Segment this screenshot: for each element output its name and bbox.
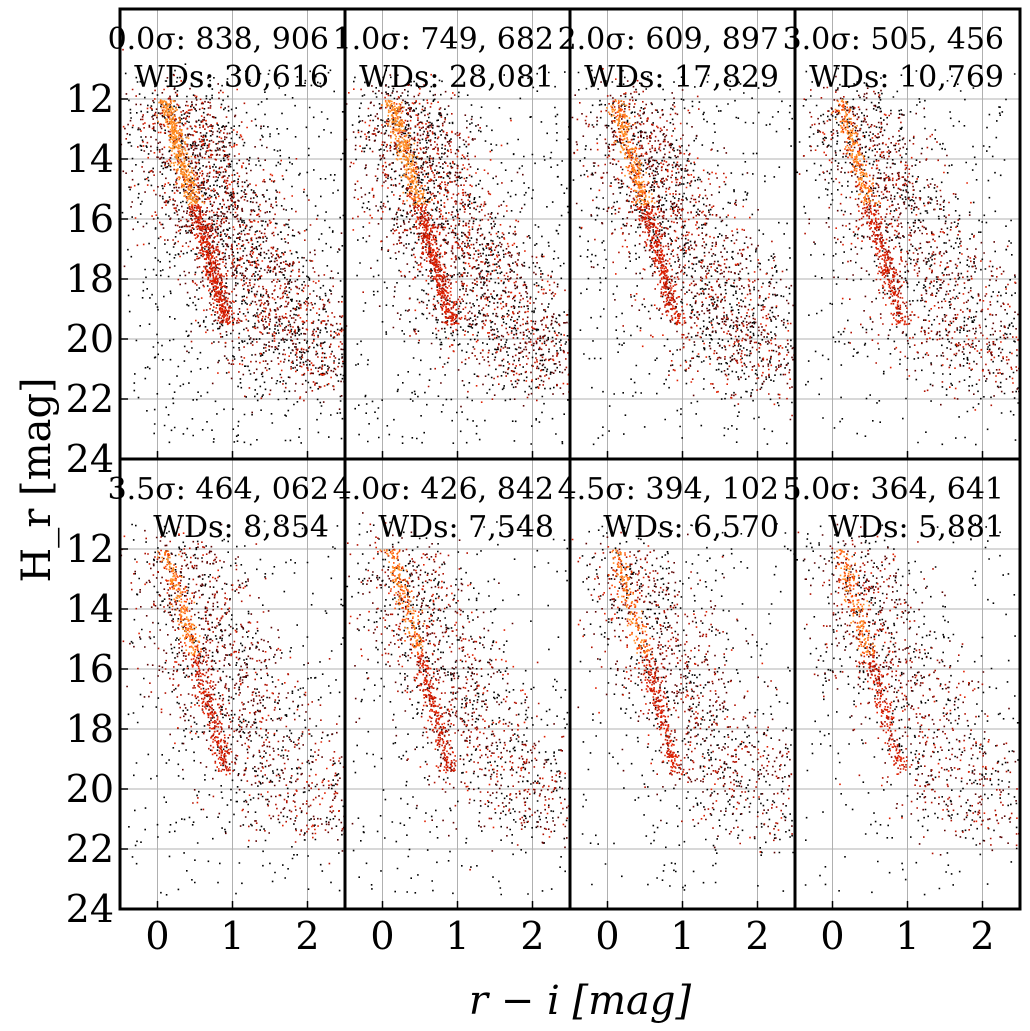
y-tick-label: 16 [66, 197, 114, 241]
density-points [120, 48, 345, 446]
density-level-1 [802, 75, 1020, 406]
y-tick-label: 12 [66, 77, 114, 121]
x-tick-label: 0 [595, 914, 619, 958]
x-tick-label: 0 [370, 914, 394, 958]
density-level-2 [797, 526, 1020, 855]
y-tick-label: 16 [66, 647, 114, 691]
density-level-0 [346, 521, 570, 896]
density-level-1 [348, 512, 570, 852]
panel-label-threshold: 3.0σ: 505, 456 [783, 22, 1004, 57]
density-level-5 [379, 549, 425, 649]
grid-lines [345, 9, 570, 460]
density-level-5 [611, 549, 649, 656]
panel-label-threshold: 4.0σ: 426, 842 [333, 472, 554, 507]
x-tick-label: 0 [145, 914, 169, 958]
density-level-5 [831, 99, 880, 206]
y-tick-label: 18 [66, 257, 114, 301]
y-tick-label: 14 [66, 587, 114, 631]
density-points [120, 520, 345, 896]
panel-label-threshold: 5.0σ: 364, 641 [783, 472, 1004, 507]
density-level-5 [157, 550, 201, 656]
panel-label-threshold: 3.5σ: 464, 062 [108, 472, 329, 507]
y-tick-label: 12 [66, 527, 114, 571]
density-points [795, 66, 1020, 446]
y-tick-label: 22 [66, 377, 114, 421]
grid-lines [345, 459, 570, 910]
panel-label-wd-count: WDs: 5,881 [828, 510, 1004, 545]
x-tick-label: 1 [220, 914, 244, 958]
panel-label-threshold: 1.0σ: 749, 682 [333, 22, 554, 57]
density-level-0 [796, 66, 1020, 446]
density-level-3 [122, 80, 345, 398]
density-level-3 [570, 526, 790, 853]
density-level-1 [345, 74, 570, 408]
panel-label-wd-count: WDs: 7,548 [378, 510, 554, 545]
panel-label-threshold: 4.5σ: 394, 102 [558, 472, 779, 507]
x-tick-label: 2 [295, 914, 319, 958]
panel-label-wd-count: WDs: 8,854 [153, 510, 329, 545]
y-tick-label: 20 [66, 317, 114, 361]
density-level-3 [825, 535, 1018, 829]
density-level-0 [127, 520, 345, 896]
density-level-5 [833, 549, 876, 656]
y-tick-label: 24 [66, 437, 114, 481]
density-points [345, 512, 570, 896]
density-level-0 [796, 522, 1020, 896]
panel-label-wd-count: WDs: 10,769 [809, 60, 1004, 95]
density-level-5 [156, 99, 206, 206]
density-level-2 [570, 531, 793, 845]
x-tick-label: 2 [970, 914, 994, 958]
panel-label-wd-count: WDs: 17,829 [584, 60, 779, 95]
density-level-4 [386, 549, 424, 656]
density-level-0 [120, 63, 345, 446]
density-level-1 [803, 523, 1020, 856]
x-tick-label: 1 [445, 914, 469, 958]
panel-label-threshold: 0.0σ: 838, 906 [108, 22, 329, 57]
density-level-1 [120, 523, 345, 852]
density-level-3 [795, 94, 1020, 411]
x-tick-label: 0 [820, 914, 844, 958]
y-tick-label: 14 [66, 137, 114, 181]
density-level-2 [120, 536, 345, 865]
panel-label-wd-count: WDs: 28,081 [359, 60, 554, 95]
density-points [570, 523, 795, 892]
y-axis-label: H_r [mag] [14, 377, 60, 582]
x-tick-label: 2 [745, 914, 769, 958]
density-level-0 [351, 69, 570, 445]
y-tick-label: 20 [66, 767, 114, 811]
x-axis-label: r − i [mag] [469, 978, 692, 1024]
density-level-0 [570, 69, 795, 446]
panel-label-wd-count: WDs: 30,616 [134, 60, 329, 95]
panel-label-wd-count: WDs: 6,570 [603, 510, 779, 545]
x-tick-label: 1 [670, 914, 694, 958]
y-tick-label: 24 [66, 887, 114, 931]
y-tick-label: 18 [66, 707, 114, 751]
x-tick-label: 2 [520, 914, 544, 958]
density-level-3 [348, 73, 570, 403]
density-level-2 [795, 86, 1020, 407]
density-points [570, 68, 795, 446]
density-points [345, 69, 570, 445]
density-level-2 [350, 84, 569, 402]
panel-label-threshold: 2.0σ: 609, 897 [558, 22, 779, 57]
density-level-4 [608, 549, 654, 656]
density-level-0 [579, 523, 795, 892]
density-points [796, 522, 1020, 896]
y-tick-label: 22 [66, 827, 114, 871]
x-tick-label: 1 [895, 914, 919, 958]
